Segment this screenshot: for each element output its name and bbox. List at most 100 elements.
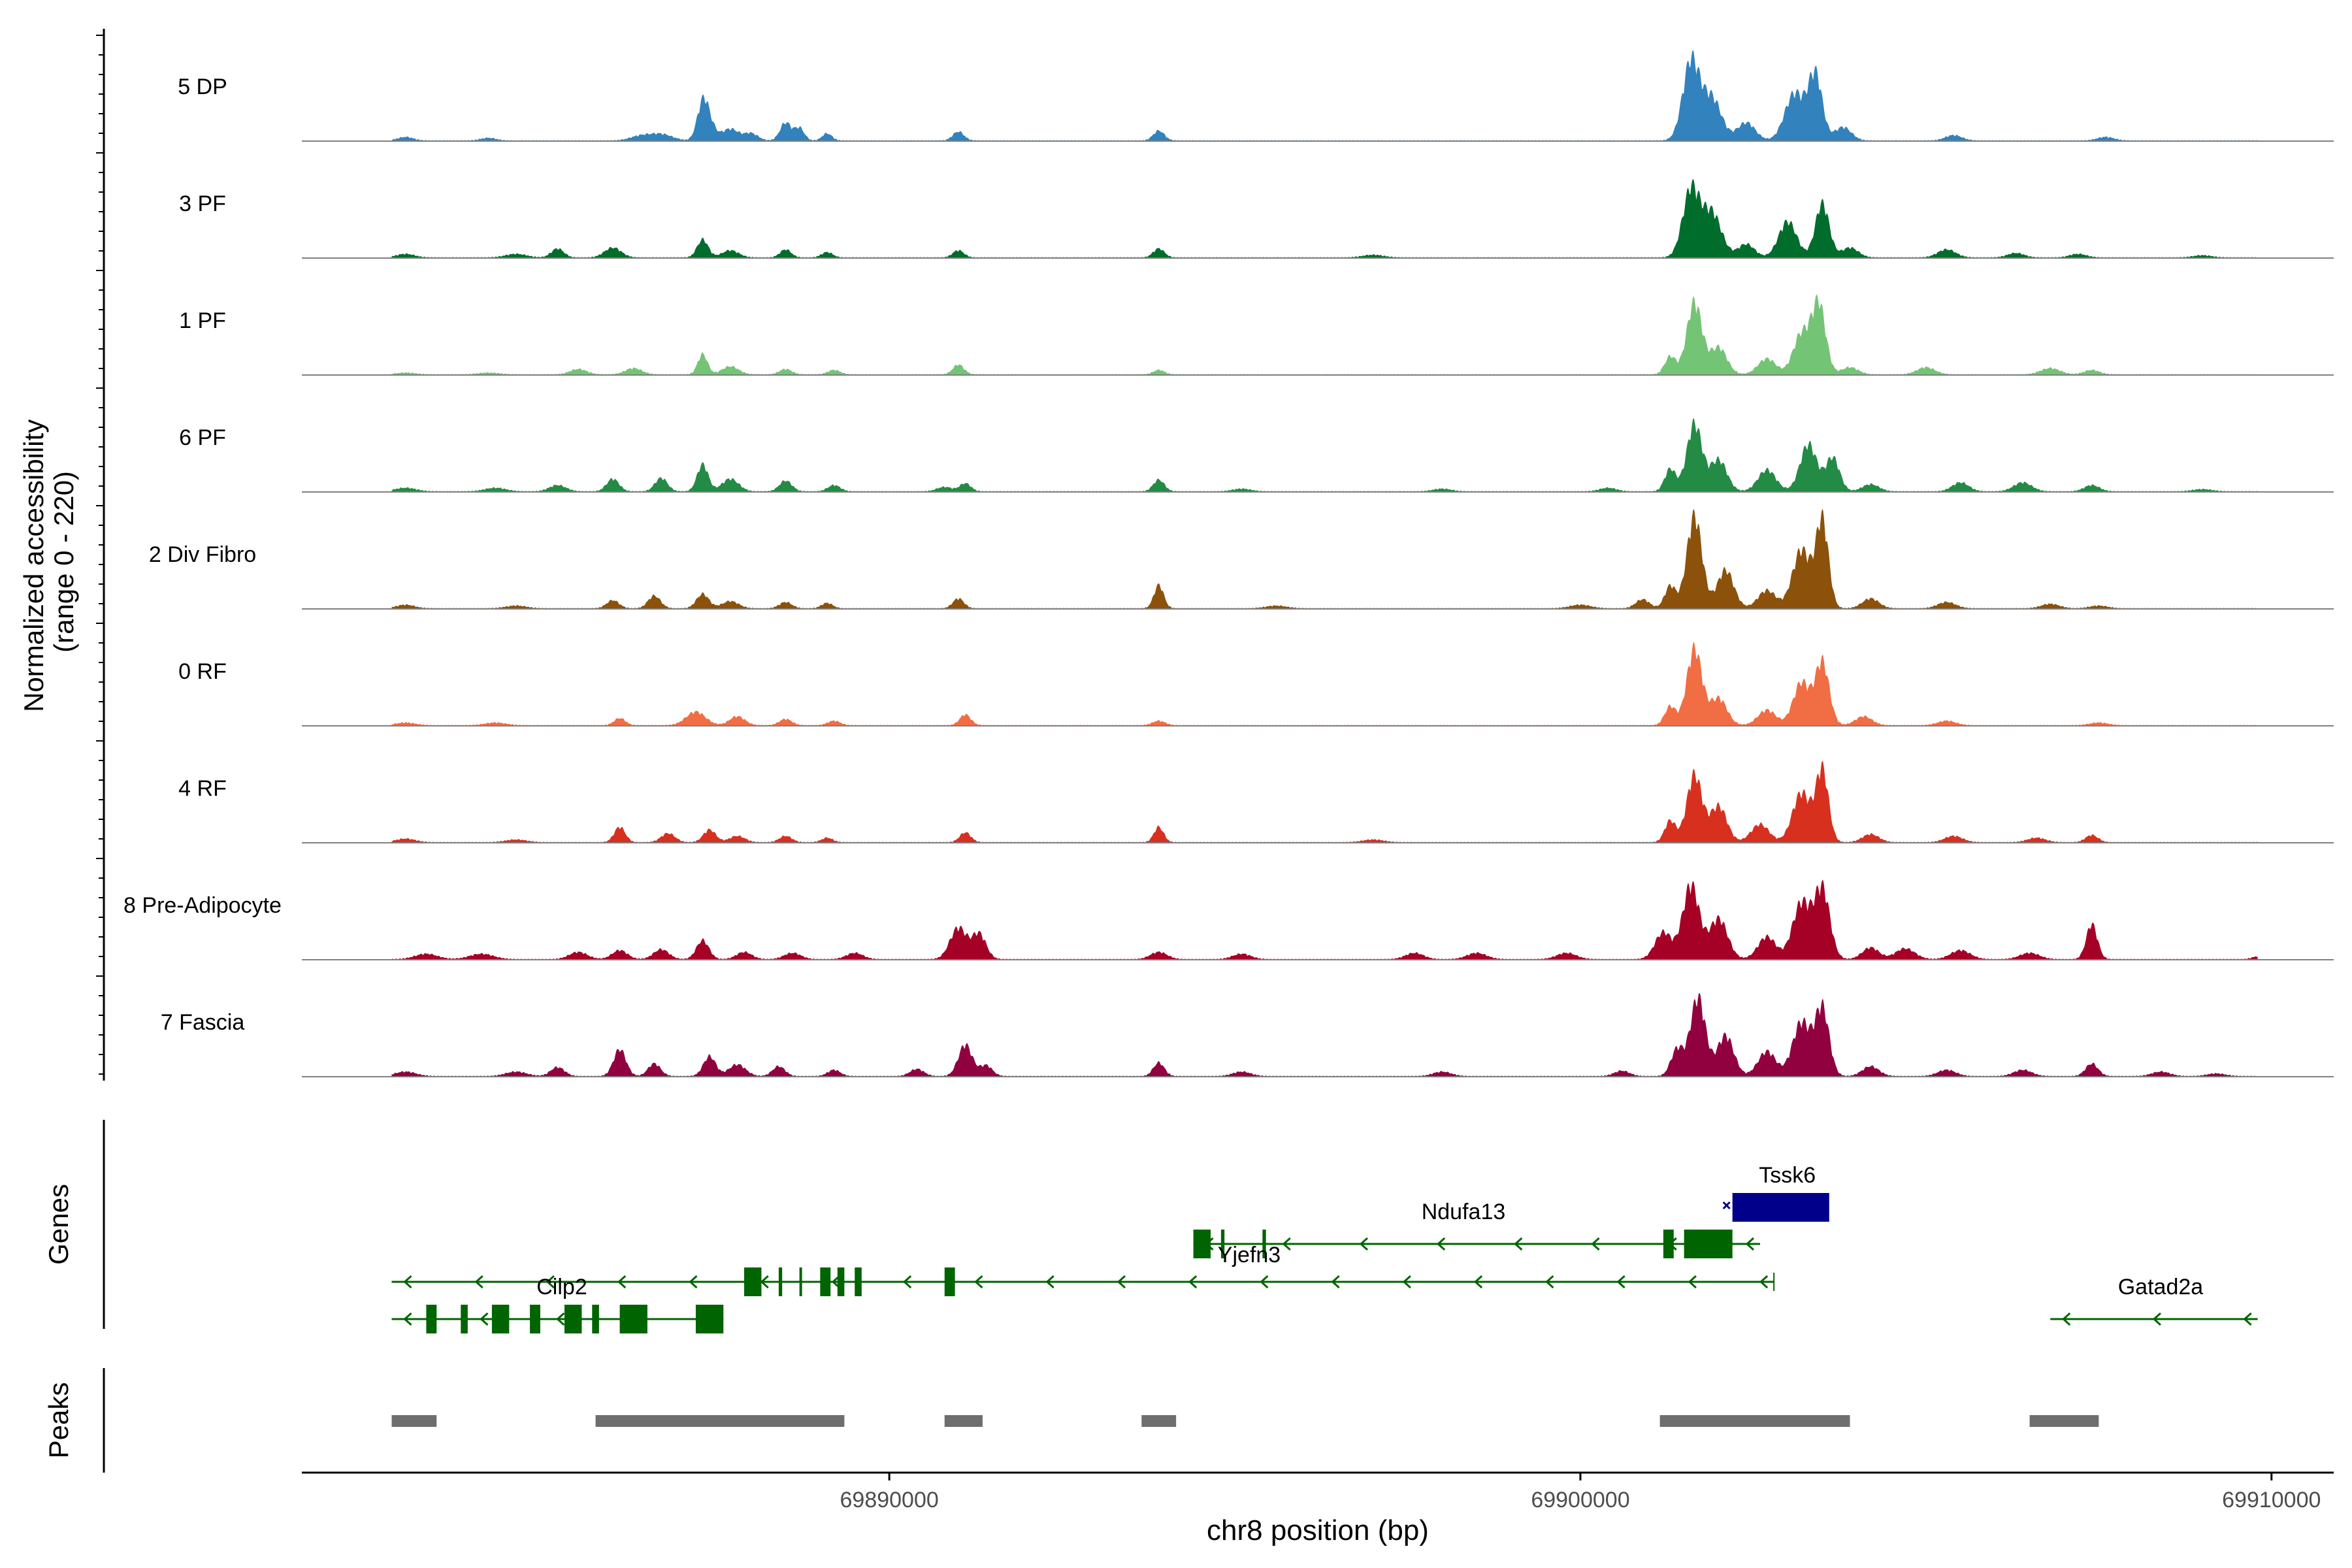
gene-label: Gatad2a xyxy=(2118,1275,2204,1299)
strand-arrow xyxy=(474,1275,483,1289)
coverage-track: 6 PF xyxy=(179,417,2334,493)
exon xyxy=(799,1267,802,1296)
peak-region xyxy=(1659,1415,1850,1427)
strand-arrow xyxy=(1282,1237,1291,1251)
coverage-y-ticks xyxy=(96,35,104,1075)
gene-label: Cilp2 xyxy=(536,1275,587,1299)
gene-gatad2a: Gatad2a xyxy=(2050,1275,2258,1326)
strand-arrow xyxy=(1591,1237,1600,1251)
coverage-area xyxy=(391,178,2258,258)
strand-arrow xyxy=(1117,1275,1126,1289)
exon xyxy=(1262,1230,1266,1258)
strand-arrow xyxy=(1331,1275,1340,1289)
strand-arrow xyxy=(1745,1237,1755,1251)
genes-panel-label: Genes xyxy=(43,1184,74,1265)
coverage-area xyxy=(391,294,2258,375)
exon xyxy=(744,1267,762,1296)
peak-region xyxy=(595,1415,845,1427)
exon xyxy=(564,1305,582,1333)
strand-arrow xyxy=(974,1275,983,1289)
strand-arrow xyxy=(1473,1275,1483,1289)
peak-region xyxy=(2029,1415,2099,1427)
coverage-area xyxy=(391,760,2258,843)
exon xyxy=(855,1267,862,1296)
coverage-area xyxy=(391,992,2258,1077)
exon xyxy=(778,1267,783,1296)
strand-arrow xyxy=(1260,1275,1269,1289)
strand-arrow xyxy=(1545,1275,1554,1289)
gene-annotations: Tssk6 Ndufa13 Yjefn3 Cilp2 Gatad2a xyxy=(391,1163,2258,1333)
exon xyxy=(491,1305,510,1333)
exon xyxy=(592,1305,599,1333)
strand-arrow xyxy=(617,1275,627,1289)
gene-yjefn3: Yjefn3 xyxy=(391,1243,1775,1296)
coverage-track: 2 Div Fibro xyxy=(149,508,2334,610)
exon xyxy=(426,1305,437,1333)
x-tick-label: 69900000 xyxy=(1531,1488,1629,1512)
strand-arrow xyxy=(480,1312,489,1326)
strand-arrow xyxy=(556,1312,565,1326)
track-label: 3 PF xyxy=(179,191,226,216)
strand-arrow xyxy=(2243,1312,2252,1326)
coverage-area xyxy=(391,880,2258,960)
strand-arrow xyxy=(546,1275,555,1289)
strand-arrow xyxy=(1188,1275,1198,1289)
strand-arrow xyxy=(1759,1275,1769,1289)
exon xyxy=(820,1267,831,1296)
strand-arrow xyxy=(2152,1312,2161,1326)
x-axis-label: chr8 position (bp) xyxy=(1207,1514,1429,1546)
strand-arrow xyxy=(1402,1275,1411,1289)
exon xyxy=(1732,1193,1829,1222)
strand-arrow xyxy=(1436,1237,1446,1251)
strand-arrow xyxy=(831,1275,840,1289)
gene-tssk6: Tssk6 xyxy=(1722,1163,1829,1222)
strand-arrow xyxy=(760,1275,769,1289)
peak-region xyxy=(1141,1415,1177,1427)
y-axis-label-line2: (range 0 - 220) xyxy=(48,471,79,653)
strand-arrow xyxy=(2062,1312,2071,1326)
y-axis-label: Normalized accessibility (range 0 - 220) xyxy=(18,412,79,712)
coverage-tracks: 5 DP 3 PF 1 PF 6 PF 2 Div Fibro 0 RF 4 RF 8 Pre… xyxy=(123,50,2334,1077)
coverage-area xyxy=(391,508,2258,609)
exon xyxy=(837,1267,845,1296)
strand-arrow xyxy=(1359,1237,1369,1251)
gene-cilp2: Cilp2 xyxy=(391,1275,724,1333)
track-label: 1 PF xyxy=(179,308,226,333)
track-label: 6 PF xyxy=(179,425,226,450)
coverage-track: 3 PF xyxy=(179,178,2334,259)
exon xyxy=(461,1305,468,1333)
track-label: 8 Pre-Adipocyte xyxy=(123,893,282,918)
track-label: 5 DP xyxy=(178,74,227,99)
strand-arrow xyxy=(1688,1275,1697,1289)
coverage-track: 4 RF xyxy=(178,760,2334,843)
track-label: 2 Div Fibro xyxy=(149,542,256,567)
exon xyxy=(530,1305,540,1333)
gene-label: Tssk6 xyxy=(1759,1163,1816,1188)
coverage-track: 7 Fascia xyxy=(161,992,2334,1077)
x-tick-label: 69910000 xyxy=(2222,1488,2321,1512)
track-label: 7 Fascia xyxy=(161,1010,245,1035)
strand-arrow xyxy=(403,1275,412,1289)
track-label: 0 RF xyxy=(178,659,227,684)
peak-region xyxy=(391,1415,437,1427)
coverage-track: 0 RF xyxy=(178,642,2334,727)
strand-arrow xyxy=(1514,1237,1523,1251)
exon xyxy=(1684,1230,1733,1258)
gene-label: Yjefn3 xyxy=(1218,1243,1281,1267)
peak-region xyxy=(944,1415,983,1427)
coverage-track: 1 PF xyxy=(179,294,2334,376)
coverage-track: 8 Pre-Adipocyte xyxy=(123,880,2334,960)
y-axis-label-line1: Normalized accessibility xyxy=(18,419,49,712)
gene-label: Ndufa13 xyxy=(1422,1200,1506,1224)
strand-arrow xyxy=(1045,1275,1054,1289)
exon xyxy=(619,1305,647,1333)
exon xyxy=(1663,1230,1674,1258)
coverage-area xyxy=(391,642,2258,726)
strand-mark xyxy=(1722,1201,1731,1210)
x-axis-ticks: 69890000 69900000 69910000 xyxy=(840,1473,2321,1512)
track-label: 4 RF xyxy=(178,776,227,801)
exon xyxy=(1220,1230,1225,1258)
strand-arrow xyxy=(1616,1275,1625,1289)
